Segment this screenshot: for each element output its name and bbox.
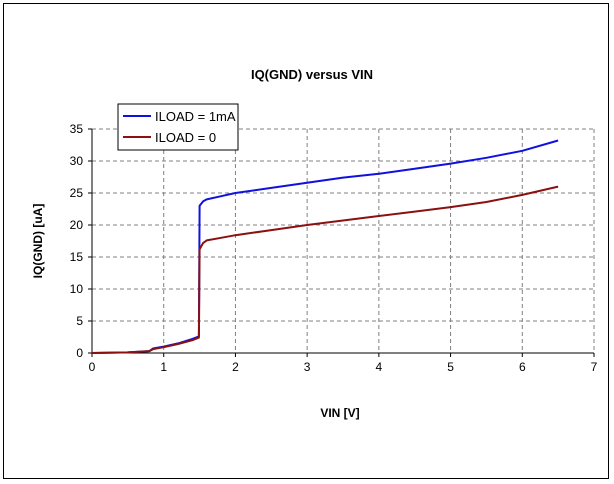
y-tick-label: 35 (70, 122, 84, 136)
y-tick-label: 25 (70, 186, 84, 200)
legend-entry: ILOAD = 1mA (155, 109, 236, 124)
legend: ILOAD = 1mA ILOAD = 0 (117, 103, 239, 151)
series-line-2 (91, 185, 559, 354)
x-tick-labels: 0 1 2 3 4 5 6 7 (89, 360, 598, 374)
y-tick-label: 20 (70, 218, 84, 232)
y-tick-label: 5 (76, 314, 83, 328)
y-axis-label: IQ(GND) [uA] (31, 204, 45, 279)
chart-title: IQ(GND) versus VIN (251, 67, 373, 82)
x-tick-label: 3 (304, 360, 311, 374)
y-tick-labels: 0 5 10 15 20 25 30 35 (70, 122, 84, 360)
x-tick-label: 2 (232, 360, 239, 374)
x-axis-label: VIN [V] (320, 406, 359, 420)
gridlines (92, 128, 595, 353)
x-tick-label: 7 (591, 360, 598, 374)
y-tick-label: 0 (76, 346, 83, 360)
chart-frame: 0 1 2 3 4 5 6 7 0 5 10 15 20 25 30 35 IQ(GND) versus V… (3, 3, 609, 479)
y-tick-label: 10 (70, 282, 84, 296)
series-lines (91, 139, 559, 354)
x-tick-label: 6 (519, 360, 526, 374)
y-tick-label: 15 (70, 250, 84, 264)
plot-area (92, 129, 594, 353)
legend-entry: ILOAD = 0 (155, 130, 216, 145)
x-tick-label: 4 (376, 360, 383, 374)
axes (88, 128, 595, 357)
x-tick-label: 0 (89, 360, 96, 374)
x-tick-label: 1 (160, 360, 167, 374)
legend-box (117, 103, 239, 151)
y-tick-label: 30 (70, 154, 84, 168)
line-chart: 0 1 2 3 4 5 6 7 0 5 10 15 20 25 30 35 IQ(GND) versus V… (31, 67, 598, 420)
x-tick-label: 5 (447, 360, 454, 374)
